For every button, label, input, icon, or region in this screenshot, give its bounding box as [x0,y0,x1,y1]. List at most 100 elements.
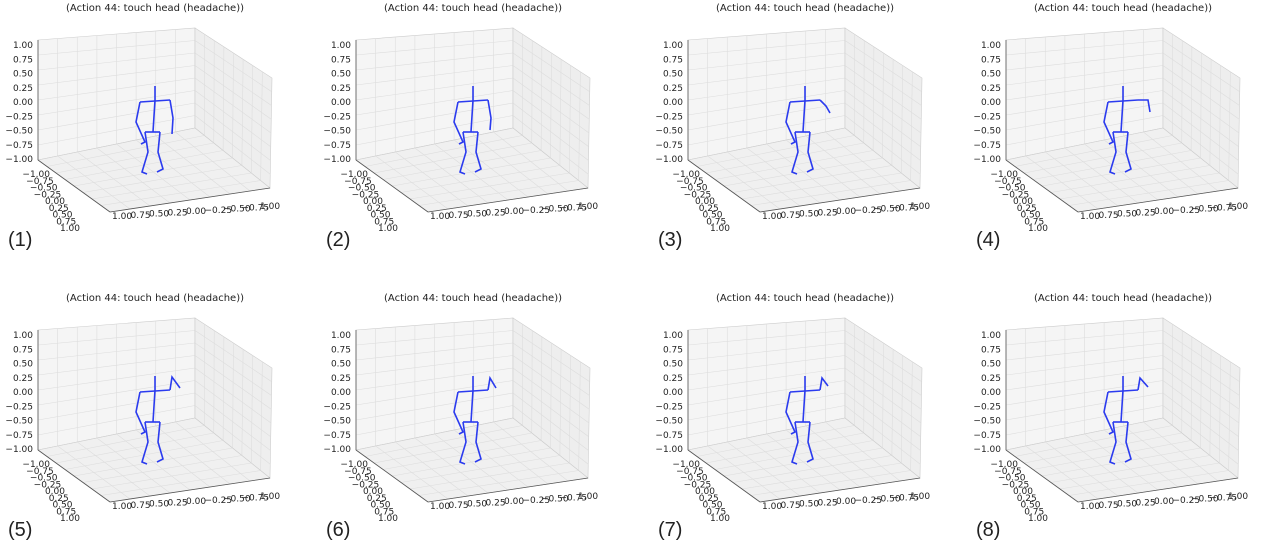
panel-title: (Action 44: touch head (headache)) [384,293,562,304]
z-tick-label: 0.75 [663,55,683,65]
panel: (Action 44: touch head (headache)) 1.00 0.… [973,3,1248,251]
y-tick-label: 0.25 [168,208,188,218]
z-tick-label: −0.25 [323,402,351,412]
z-tick-label: −1.00 [323,445,351,455]
y-tick-label: 0.75 [131,211,151,221]
panel: (Action 44: touch head (headache))1.000.… [5,3,280,251]
y-tick-label: 1.00 [1080,502,1100,512]
z-tick-label: 0.25 [981,374,1001,384]
y-tick-label: 0.00 [504,497,524,507]
z-tick-label: 0.00 [331,98,351,108]
z-tick-label: −1.00 [655,445,683,455]
y-tick-label: 0.25 [486,208,506,218]
y-tick-label: 0.25 [818,208,838,218]
panel-title: (Action 44: touch head (headache)) [716,293,894,304]
z-tick-label: −0.25 [655,112,683,122]
y-tick-label: 0.25 [168,498,188,508]
y-tick-label: 0.75 [781,501,801,511]
z-tick-label: −0.25 [973,402,1001,412]
z-tick-label: −0.25 [323,112,351,122]
y-tick-label: 1.00 [1228,202,1248,212]
y-tick-label: 0.75 [781,211,801,221]
y-tick-label: 0.00 [1154,207,1174,217]
z-tick-label: 1.00 [13,41,33,51]
z-tick-label: 1.00 [663,331,683,341]
z-tick-label: 1.00 [331,41,351,51]
panel-title: (Action 44: touch head (headache)) [1034,293,1212,304]
panel-label: (1) [8,229,32,251]
z-tick-label: 0.25 [331,84,351,94]
z-tick-label: 1.00 [663,41,683,51]
z-tick-label: 0.75 [13,55,33,65]
y-tick-label: 0.50 [149,500,169,510]
y-tick-label: 1.00 [762,212,782,222]
z-tick-label: 0.00 [663,98,683,108]
y-tick-label: 0.50 [1117,210,1137,220]
z-tick-label: −0.50 [5,127,33,137]
panel-label: (7) [658,519,682,541]
y-tick-label: 0.75 [131,501,151,511]
z-tick-label: −0.50 [323,417,351,427]
z-tick-label: 0.00 [13,388,33,398]
z-tick-label: 0.25 [331,374,351,384]
panel-label: (2) [326,229,350,251]
x-tick-label: 1.00 [1028,224,1048,234]
z-tick-label: −1.00 [973,155,1001,165]
panel-label: (6) [326,519,350,541]
z-tick-label: 0.00 [13,98,33,108]
z-tick-label: 0.75 [331,55,351,65]
x-tick-label: 1.00 [60,514,80,524]
z-tick-label: −0.25 [973,112,1001,122]
z-tick-label: −1.00 [5,155,33,165]
z-tick-label: −0.50 [973,417,1001,427]
y-tick-label: 1.00 [910,492,930,502]
y-tick-label: 0.75 [449,501,469,511]
figure: (Action 44: touch head (headache))1.000.… [0,0,1272,550]
z-tick-label: −0.50 [973,127,1001,137]
y-tick-label: 0.25 [1136,498,1156,508]
z-tick-label: −0.25 [5,402,33,412]
panel-label: (5) [8,519,32,541]
z-tick-label: 0.50 [331,70,351,80]
y-tick-label: 1.00 [762,502,782,512]
z-tick-label: 0.00 [331,388,351,398]
panel: (Action 44: touch head (headache)) 1.00 0.… [5,293,280,541]
y-tick-label: 0.50 [467,210,487,220]
z-tick-label: 1.00 [13,331,33,341]
z-tick-label: −1.00 [655,155,683,165]
y-tick-label: 1.00 [578,202,598,212]
panel-title: (Action 44: touch head (headache)) [66,293,244,304]
z-tick-label: −0.50 [655,417,683,427]
z-tick-label: −0.75 [973,141,1001,151]
y-tick-label: 1.00 [910,202,930,212]
panel-title: (Action 44: touch head (headache)) [384,3,562,14]
z-tick-label: −0.75 [5,431,33,441]
y-tick-label: 0.50 [799,500,819,510]
x-tick-label: 1.00 [1028,514,1048,524]
panel: (Action 44: touch head (headache))1.000.… [973,293,1248,541]
y-tick-label: 1.00 [260,202,280,212]
z-tick-label: −0.75 [323,141,351,151]
z-tick-label: 0.00 [981,388,1001,398]
x-tick-label: 1.00 [60,224,80,234]
z-tick-label: −1.00 [323,155,351,165]
z-tick-label: 0.50 [13,360,33,370]
z-tick-label: 0.50 [663,70,683,80]
y-tick-label: 1.00 [1080,212,1100,222]
z-tick-label: 0.75 [981,55,1001,65]
y-tick-label: 0.75 [1099,501,1119,511]
z-tick-label: 1.00 [981,331,1001,341]
y-tick-label: 0.00 [836,497,856,507]
y-tick-label: 0.25 [1136,208,1156,218]
z-tick-label: 0.00 [663,388,683,398]
z-tick-label: −0.75 [323,431,351,441]
y-tick-label: 0.00 [186,207,206,217]
panel-title: (Action 44: touch head (headache)) [1034,3,1212,14]
y-tick-label: 0.00 [186,497,206,507]
z-tick-label: −0.25 [655,402,683,412]
panel: (Action 44: touch head (headache))1.000.… [655,293,930,541]
z-tick-label: 0.50 [981,70,1001,80]
z-tick-label: 0.50 [331,360,351,370]
z-tick-label: 0.25 [13,374,33,384]
z-tick-label: 0.25 [663,84,683,94]
